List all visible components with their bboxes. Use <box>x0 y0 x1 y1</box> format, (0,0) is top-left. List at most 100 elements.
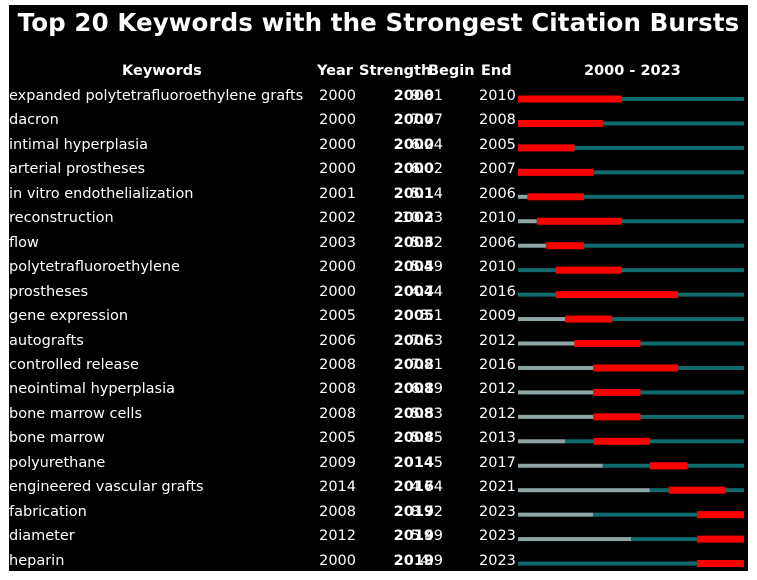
row-end: 2016 <box>479 356 516 373</box>
row-end: 2021 <box>479 479 516 496</box>
burst-bar <box>593 437 650 445</box>
row-begin: 2000 <box>393 136 434 153</box>
header-end: End <box>481 63 512 79</box>
row-keyword: engineered vascular grafts <box>9 479 204 496</box>
pre-appearance-bar <box>518 365 594 370</box>
row-end: 2012 <box>479 332 516 349</box>
row-strength: 6.19 <box>410 381 443 398</box>
row-begin: 2019 <box>393 503 434 520</box>
row-end: 2008 <box>479 112 516 129</box>
row-keyword: polytetrafluoroethylene <box>9 259 180 276</box>
row-keyword: controlled release <box>9 356 139 373</box>
active-period-bar <box>546 243 744 248</box>
row-strength: 5.62 <box>410 234 443 251</box>
row-strength: 5.59 <box>410 259 443 276</box>
row-strength: 7.77 <box>410 112 443 129</box>
row-year: 2000 <box>319 552 356 569</box>
active-period-bar <box>565 317 744 322</box>
pre-appearance-bar <box>518 488 650 493</box>
active-period-bar <box>593 414 744 419</box>
pre-appearance-bar <box>518 390 594 395</box>
burst-bar <box>696 511 744 519</box>
row-begin: 2004 <box>393 259 434 276</box>
row-end: 2005 <box>479 136 516 153</box>
row-begin: 2016 <box>393 479 434 496</box>
row-year: 2002 <box>319 210 356 227</box>
row-end: 2009 <box>479 308 516 325</box>
burst-bar <box>696 535 744 543</box>
burst-bar <box>649 462 688 470</box>
row-keyword: arterial prostheses <box>9 161 146 178</box>
row-begin: 2001 <box>393 185 434 202</box>
row-keyword: bone marrow cells <box>9 405 142 422</box>
pre-appearance-bar <box>518 243 547 248</box>
burst-bar <box>668 486 726 494</box>
row-year: 2008 <box>319 356 356 373</box>
burst-bar <box>565 315 613 323</box>
pre-appearance-bar <box>518 194 528 199</box>
row-strength: 7.21 <box>410 356 443 373</box>
row-year: 2000 <box>319 283 356 300</box>
pre-appearance-bar <box>518 463 603 468</box>
burst-bar <box>574 340 641 347</box>
pre-appearance-bar <box>518 219 537 224</box>
row-keyword: dacron <box>9 112 59 129</box>
row-begin: 2019 <box>393 528 434 545</box>
row-end: 2023 <box>479 503 516 520</box>
row-end: 2012 <box>479 405 516 422</box>
row-strength: 10.33 <box>401 210 443 227</box>
active-period-bar <box>518 268 744 273</box>
row-begin: 2014 <box>393 454 434 471</box>
row-begin: 2002 <box>393 210 434 227</box>
row-year: 2008 <box>319 503 356 520</box>
row-end: 2017 <box>479 454 516 471</box>
row-year: 2000 <box>319 136 356 153</box>
row-end: 2023 <box>479 528 516 545</box>
row-strength: 5.1 <box>419 308 443 325</box>
row-keyword: diameter <box>9 528 75 545</box>
row-begin: 2008 <box>393 356 434 373</box>
row-keyword: fabrication <box>9 503 87 520</box>
header-range: 2000 - 2023 <box>584 63 681 79</box>
row-keyword: polyurethane <box>9 454 106 471</box>
row-keyword: bone marrow <box>9 430 105 447</box>
row-keyword: expanded polytetrafluoroethylene grafts <box>9 88 304 104</box>
row-year: 2009 <box>319 454 356 471</box>
row-begin: 2000 <box>393 112 434 129</box>
burst-bar <box>546 242 584 250</box>
row-year: 2001 <box>319 185 356 202</box>
row-keyword: reconstruction <box>9 210 114 227</box>
row-begin: 2019 <box>393 552 434 569</box>
row-strength: 6.24 <box>410 136 443 153</box>
burst-bar <box>555 291 679 299</box>
row-begin: 2006 <box>393 332 434 349</box>
row-begin: 2008 <box>393 405 434 422</box>
row-end: 2006 <box>479 234 516 251</box>
active-period-bar <box>574 341 744 346</box>
row-strength: 4.9 <box>419 552 443 569</box>
row-keyword: flow <box>9 234 39 251</box>
row-strength: 5.63 <box>410 405 443 422</box>
burst-bar <box>555 266 622 274</box>
row-begin: 2003 <box>393 234 434 251</box>
active-period-bar <box>565 439 744 444</box>
row-begin: 2008 <box>393 430 434 447</box>
row-end: 2012 <box>479 381 516 398</box>
burst-bar <box>593 388 641 396</box>
header-begin: Begin <box>428 63 475 79</box>
row-strength: 7.53 <box>410 332 443 349</box>
row-keyword: neointimal hyperplasia <box>9 381 176 398</box>
row-year: 2000 <box>319 161 356 178</box>
pre-appearance-bar <box>518 537 631 542</box>
burst-bar <box>518 144 575 152</box>
burst-bar <box>696 560 744 568</box>
row-year: 2005 <box>319 430 356 447</box>
row-year: 2008 <box>319 381 356 398</box>
row-strength: 9.81 <box>410 88 443 104</box>
row-strength: 8.72 <box>410 503 443 520</box>
row-begin: 2004 <box>393 283 434 300</box>
row-year: 2000 <box>319 259 356 276</box>
row-year: 2005 <box>319 308 356 325</box>
active-period-bar <box>518 97 744 101</box>
row-year: 2000 <box>319 88 356 104</box>
